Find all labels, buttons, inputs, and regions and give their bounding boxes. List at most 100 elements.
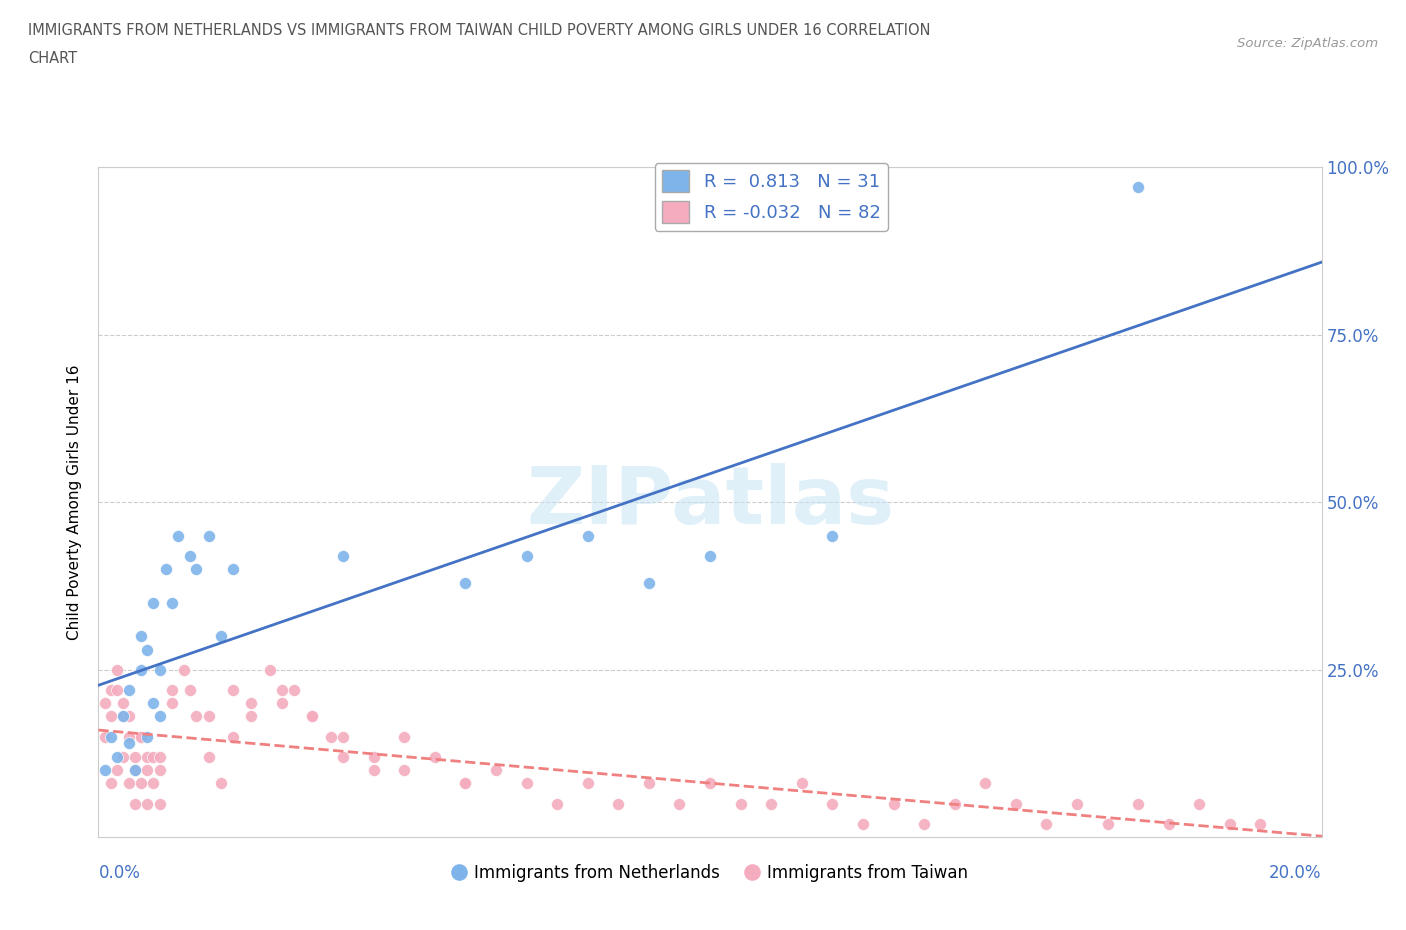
Point [100, 709, 122, 724]
Point [1004, 796, 1026, 811]
Point [100, 776, 122, 790]
Point [142, 595, 165, 610]
Point [136, 763, 159, 777]
Point [821, 528, 844, 543]
Point [149, 796, 172, 811]
Point [160, 595, 183, 610]
Point [100, 729, 122, 744]
Point [301, 709, 323, 724]
Point [485, 763, 508, 777]
Point [240, 696, 263, 711]
Point [1128, 796, 1150, 811]
Point [129, 729, 152, 744]
Point [699, 776, 721, 790]
Point [637, 776, 661, 790]
Point [1128, 180, 1150, 195]
Point [454, 776, 477, 790]
Point [240, 709, 263, 724]
Text: CHART: CHART [28, 51, 77, 66]
Point [124, 763, 146, 777]
Point [270, 696, 292, 711]
Point [124, 763, 146, 777]
Point [93, 763, 115, 777]
Point [1035, 817, 1057, 831]
Point [105, 763, 128, 777]
Text: IMMIGRANTS FROM NETHERLANDS VS IMMIGRANTS FROM TAIWAN CHILD POVERTY AMONG GIRLS : IMMIGRANTS FROM NETHERLANDS VS IMMIGRANT… [28, 23, 931, 38]
Text: Source: ZipAtlas.com: Source: ZipAtlas.com [1237, 37, 1378, 50]
Point [607, 796, 630, 811]
Point [136, 750, 159, 764]
Point [149, 662, 172, 677]
Point [186, 562, 208, 577]
Point [454, 575, 477, 590]
Point [167, 528, 190, 543]
Point [852, 817, 875, 831]
Point [1188, 796, 1211, 811]
Point [111, 750, 134, 764]
Point [576, 776, 599, 790]
Point [222, 562, 245, 577]
Point [129, 629, 152, 644]
Point [637, 575, 661, 590]
Point [155, 562, 177, 577]
Point [100, 683, 122, 698]
Point [546, 796, 568, 811]
Point [105, 750, 128, 764]
Point [93, 729, 115, 744]
Point [136, 642, 159, 657]
Point [160, 696, 183, 711]
Point [392, 763, 416, 777]
Point [111, 709, 134, 724]
Point [111, 696, 134, 711]
Point [912, 817, 935, 831]
Point [699, 549, 721, 564]
Point [974, 776, 997, 790]
Point [209, 776, 232, 790]
Point [111, 709, 134, 724]
Point [1066, 796, 1088, 811]
Point [118, 683, 141, 698]
Point [124, 796, 146, 811]
Text: ZIPatlas: ZIPatlas [526, 463, 894, 541]
Point [179, 549, 201, 564]
Point [136, 796, 159, 811]
Point [160, 683, 183, 698]
Point [186, 709, 208, 724]
Point [222, 683, 245, 698]
Point [1157, 817, 1180, 831]
Point [270, 683, 292, 698]
Point [454, 776, 477, 790]
Point [423, 750, 446, 764]
Point [1097, 817, 1119, 831]
Point [576, 528, 599, 543]
Point [149, 763, 172, 777]
Y-axis label: Child Poverty Among Girls Under 16: Child Poverty Among Girls Under 16 [67, 365, 83, 640]
Legend: Immigrants from Netherlands, Immigrants from Taiwan: Immigrants from Netherlands, Immigrants … [446, 857, 974, 889]
Point [197, 709, 219, 724]
Point [943, 796, 966, 811]
Point [392, 729, 416, 744]
Point [118, 776, 141, 790]
Point [118, 736, 141, 751]
Point [136, 729, 159, 744]
Point [179, 683, 201, 698]
Point [516, 549, 538, 564]
Point [319, 729, 342, 744]
Point [332, 549, 354, 564]
Point [363, 763, 385, 777]
Point [105, 683, 128, 698]
Point [105, 662, 128, 677]
Text: 20.0%: 20.0% [1270, 864, 1322, 882]
Point [821, 796, 844, 811]
Point [197, 528, 219, 543]
Point [883, 796, 905, 811]
Point [93, 696, 115, 711]
Point [301, 709, 323, 724]
Point [516, 776, 538, 790]
Point [197, 750, 219, 764]
Point [118, 729, 141, 744]
Point [283, 683, 305, 698]
Point [129, 662, 152, 677]
Point [149, 709, 172, 724]
Point [730, 796, 752, 811]
